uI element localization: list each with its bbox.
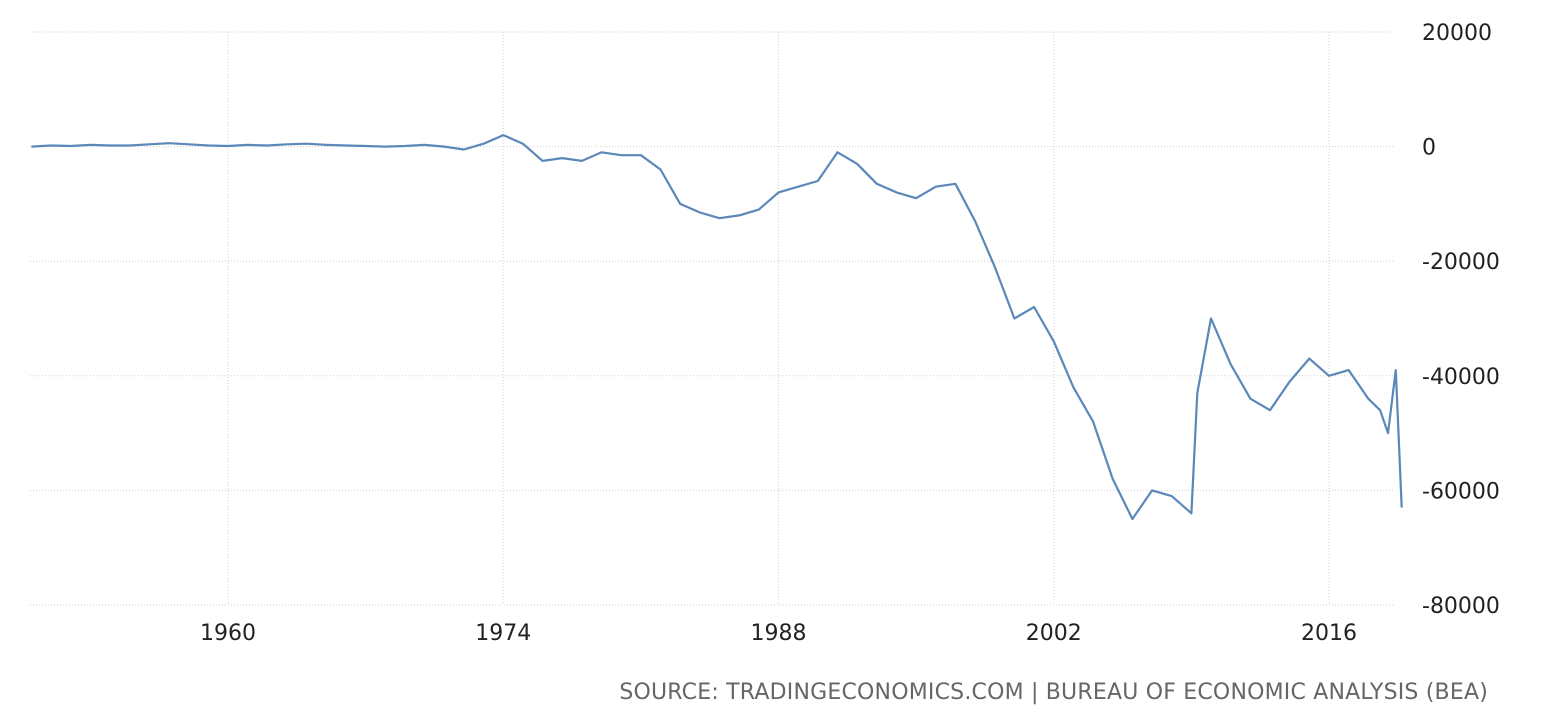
x-tick-label: 1960 [200,621,256,646]
tick-label-layer: 20000 0 -20000 -40000 -60000 -80000 1960 1974 19… [200,21,1500,646]
source-credit: SOURCE: TRADINGECONOMICS.COM | BUREAU OF… [619,680,1488,705]
grid-layer [30,31,1395,606]
y-tick-label: -20000 [1422,250,1500,275]
x-tick-label: 2002 [1026,621,1082,646]
y-tick-label: 20000 [1422,21,1492,46]
y-tick-label: -40000 [1422,365,1500,390]
series-layer [31,134,1403,521]
y-tick-label: 0 [1422,136,1436,161]
y-tick-label: -80000 [1422,594,1500,619]
x-tick-label: 2016 [1301,621,1357,646]
y-tick-label: -60000 [1422,479,1500,504]
series-line [31,134,1403,521]
x-tick-label: 1988 [751,621,807,646]
x-tick-label: 1974 [475,621,531,646]
